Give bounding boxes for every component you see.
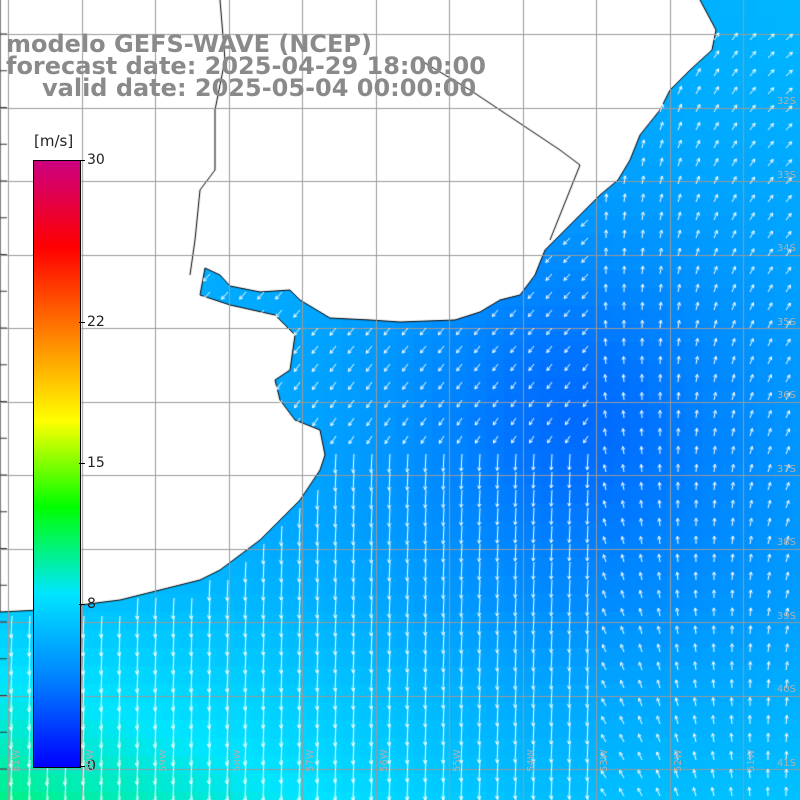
- longitude-label: 54W: [525, 749, 537, 772]
- colorbar-tick-label: 8: [87, 596, 96, 613]
- latitude-label: 36S: [776, 390, 796, 401]
- latitude-label: 33S: [776, 169, 796, 181]
- longitude-label: 58W: [231, 749, 243, 772]
- model-title: modelo GEFS-WAVE (NCEP): [6, 30, 372, 58]
- colorbar-tick-mark: [79, 766, 85, 767]
- longitude-label: 51W: [746, 749, 757, 772]
- latitude-label: 40S: [776, 684, 796, 695]
- colorbar-tick-label: 0: [87, 758, 96, 774]
- latitude-label: 39S: [776, 610, 796, 622]
- colorbar-tick-label: 22: [87, 313, 105, 330]
- longitude-label: 52W: [672, 749, 684, 772]
- latitude-label: 32S: [776, 96, 796, 107]
- valid-date: valid date: 2025-05-04 00:00:00: [42, 74, 477, 102]
- colorbar-tick-mark: [79, 321, 85, 323]
- latitude-label: 38S: [776, 537, 796, 548]
- colorbar: [33, 160, 81, 768]
- longitude-label: 53W: [599, 749, 610, 772]
- colorbar-tick-mark: [79, 160, 85, 161]
- latitude-label: 34S: [776, 243, 796, 254]
- latitude-label: 37S: [776, 463, 796, 475]
- longitude-label: 59W: [158, 749, 169, 772]
- longitude-label: 55W: [452, 749, 463, 772]
- colorbar-tick-mark: [79, 604, 85, 606]
- longitude-label: 57W: [305, 749, 316, 772]
- colorbar-units: [m/s]: [34, 132, 74, 150]
- latitude-label: 35S: [776, 316, 796, 328]
- latitude-label: 41S: [776, 757, 796, 769]
- colorbar-tick-label: 30: [87, 152, 105, 168]
- longitude-label: 61W: [11, 749, 22, 772]
- forecast-date: forecast date: 2025-04-29 18:00:00: [6, 52, 486, 80]
- colorbar-tick-mark: [79, 463, 85, 464]
- colorbar-tick-label: 15: [87, 455, 105, 471]
- longitude-label: 56W: [378, 749, 390, 772]
- longitude-label: 60W: [84, 749, 96, 772]
